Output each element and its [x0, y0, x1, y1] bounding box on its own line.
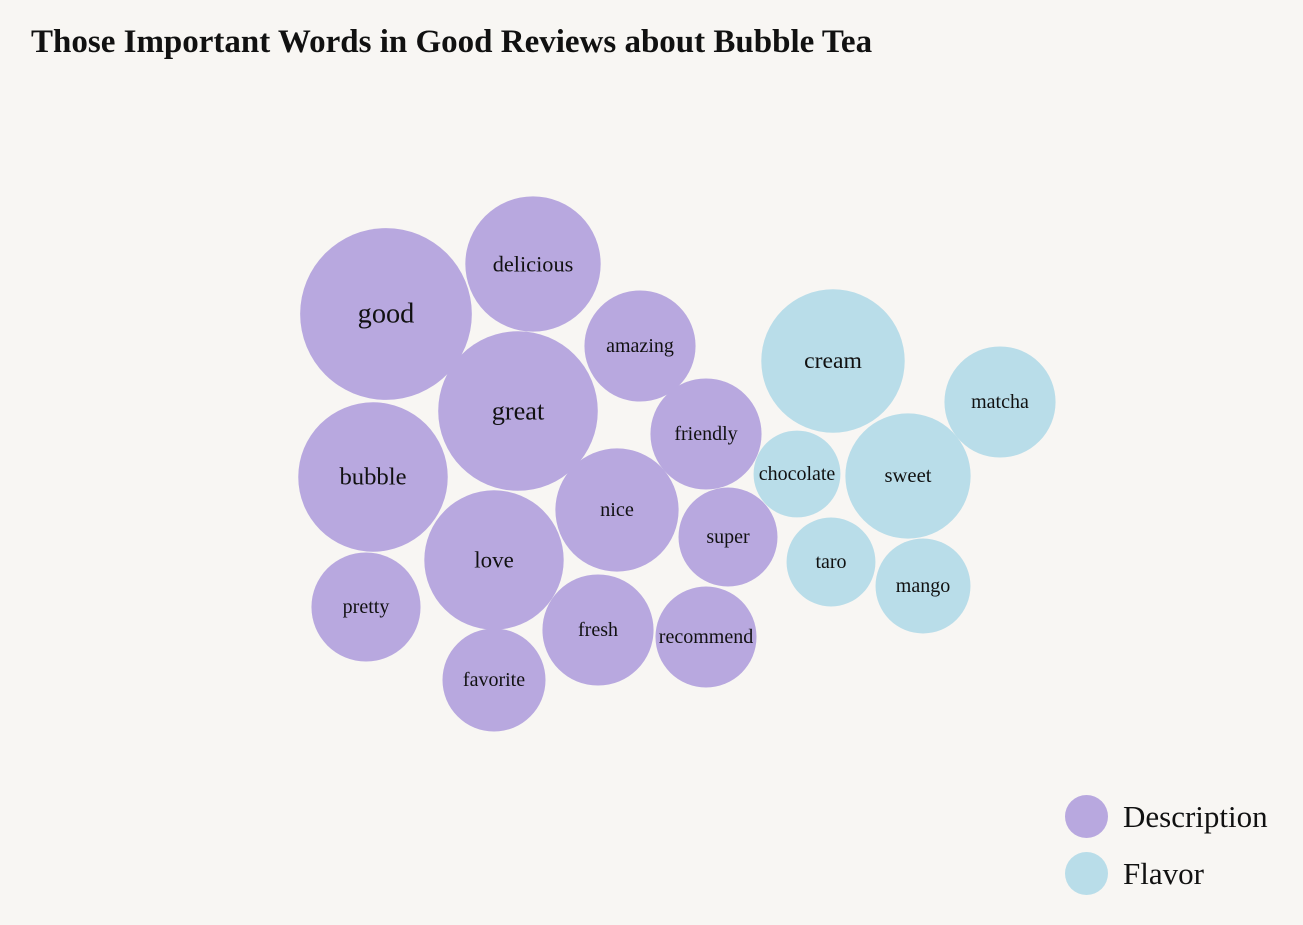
bubble-cream [761, 289, 905, 433]
bubble-love [424, 490, 564, 630]
chart-title: Those Important Words in Good Reviews ab… [31, 24, 873, 60]
bubble-good [300, 228, 472, 400]
bubble-friendly [650, 378, 762, 490]
bubble-mango [875, 538, 971, 634]
bubble-label-taro: taro [815, 551, 846, 573]
bubble-taro [786, 517, 876, 607]
bubble-label-great: great [492, 397, 545, 426]
bubble-label-love: love [474, 548, 514, 573]
bubble-chocolate [753, 430, 841, 518]
bubble-label-super: super [706, 526, 750, 548]
bubble-sweet [845, 413, 971, 539]
bubble-label-sweet: sweet [884, 465, 931, 487]
legend-item-description: Description [1065, 788, 1268, 845]
bubble-amazing [584, 290, 696, 402]
bubble-fresh [542, 574, 654, 686]
bubble-label-fresh: fresh [578, 619, 618, 641]
legend-label-description: Description [1123, 798, 1268, 834]
bubble-label-bubble: bubble [339, 464, 406, 491]
bubble-label-matcha: matcha [971, 391, 1029, 413]
bubble-label-cream: cream [804, 348, 862, 374]
bubble-label-pretty: pretty [343, 596, 390, 618]
bubble-label-nice: nice [600, 499, 634, 521]
bubble-label-recommend: recommend [659, 626, 753, 648]
bubble-matcha [944, 346, 1056, 458]
bubble-label-chocolate: chocolate [759, 463, 836, 485]
bubble-delicious [465, 196, 601, 332]
bubble-favorite [442, 628, 546, 732]
bubble-label-mango: mango [896, 575, 950, 597]
legend: Description Flavor [1065, 788, 1268, 902]
bubble-bubble [298, 402, 448, 552]
bubble-pretty [311, 552, 421, 662]
bubble-great [438, 331, 598, 491]
bubble-super [678, 487, 778, 587]
legend-swatch-flavor [1065, 852, 1108, 895]
bubble-nice [555, 448, 679, 572]
bubble-recommend [655, 586, 757, 688]
bubble-label-amazing: amazing [606, 335, 674, 357]
legend-swatch-description [1065, 795, 1108, 838]
bubble-label-favorite: favorite [463, 669, 525, 691]
bubble-label-friendly: friendly [674, 423, 737, 445]
legend-item-flavor: Flavor [1065, 845, 1268, 902]
bubble-label-delicious: delicious [493, 252, 574, 277]
legend-label-flavor: Flavor [1123, 855, 1204, 891]
bubble-label-good: good [358, 299, 415, 330]
